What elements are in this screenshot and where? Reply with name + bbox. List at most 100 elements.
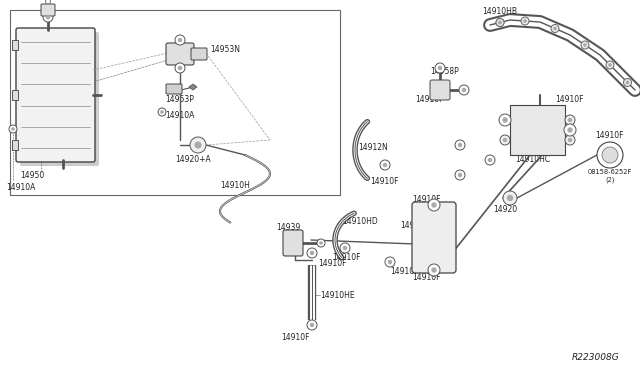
FancyBboxPatch shape: [16, 28, 95, 162]
Text: 14958U: 14958U: [400, 221, 429, 230]
Circle shape: [428, 264, 440, 276]
Text: 14910H: 14910H: [220, 180, 250, 189]
Text: 14912N: 14912N: [358, 144, 388, 153]
Text: 14920+A: 14920+A: [175, 154, 211, 164]
Circle shape: [496, 19, 504, 26]
Circle shape: [343, 246, 348, 250]
Circle shape: [623, 78, 632, 87]
Circle shape: [524, 19, 527, 23]
Circle shape: [388, 260, 392, 264]
Circle shape: [175, 63, 185, 73]
Text: 14910A: 14910A: [6, 183, 35, 192]
Circle shape: [568, 118, 572, 122]
Text: 14910HD: 14910HD: [342, 218, 378, 227]
Text: 08158-6252F: 08158-6252F: [588, 169, 632, 175]
Circle shape: [626, 81, 629, 84]
Text: 14910F: 14910F: [412, 273, 440, 282]
Circle shape: [319, 241, 323, 245]
Text: (2): (2): [605, 177, 615, 183]
Circle shape: [568, 138, 572, 142]
Circle shape: [499, 114, 511, 126]
Circle shape: [496, 19, 504, 26]
Circle shape: [485, 155, 495, 165]
Circle shape: [455, 140, 465, 150]
Bar: [12, 90, 18, 100]
Text: 14910F: 14910F: [332, 253, 360, 263]
Circle shape: [507, 195, 513, 201]
Circle shape: [435, 63, 445, 73]
Text: 14953N: 14953N: [210, 45, 240, 55]
Circle shape: [503, 118, 508, 122]
Circle shape: [380, 160, 390, 170]
FancyBboxPatch shape: [283, 230, 303, 256]
Circle shape: [458, 173, 462, 177]
FancyBboxPatch shape: [41, 4, 55, 16]
Circle shape: [597, 142, 623, 168]
Circle shape: [602, 147, 618, 163]
Text: 14910F: 14910F: [595, 131, 623, 140]
Circle shape: [158, 108, 166, 116]
Text: 14910F: 14910F: [318, 259, 346, 267]
Text: 14910F: 14910F: [281, 333, 309, 341]
FancyBboxPatch shape: [20, 32, 99, 166]
Circle shape: [502, 117, 508, 123]
FancyBboxPatch shape: [191, 48, 207, 60]
Circle shape: [503, 138, 508, 142]
Text: 14910A: 14910A: [165, 110, 195, 119]
Circle shape: [190, 137, 206, 153]
Text: 14950: 14950: [20, 170, 44, 180]
Circle shape: [160, 110, 164, 114]
Bar: [10, 10, 340, 195]
Circle shape: [307, 248, 317, 258]
FancyBboxPatch shape: [166, 84, 182, 94]
Text: 14920: 14920: [493, 205, 517, 215]
Circle shape: [428, 199, 440, 211]
Circle shape: [455, 170, 465, 180]
Circle shape: [195, 141, 202, 148]
Circle shape: [459, 85, 469, 95]
FancyBboxPatch shape: [166, 43, 194, 65]
Bar: [12, 40, 18, 50]
Circle shape: [565, 135, 575, 145]
Circle shape: [500, 135, 510, 145]
Circle shape: [11, 127, 15, 131]
Circle shape: [175, 35, 185, 45]
Text: 14939: 14939: [276, 224, 300, 232]
Circle shape: [488, 158, 492, 162]
Circle shape: [438, 66, 442, 70]
Text: 14953P: 14953P: [165, 96, 194, 105]
Circle shape: [503, 191, 517, 205]
Circle shape: [178, 38, 182, 42]
Text: 14910HB: 14910HB: [483, 7, 518, 16]
Circle shape: [606, 61, 614, 69]
Circle shape: [498, 21, 502, 24]
FancyBboxPatch shape: [412, 202, 456, 273]
Circle shape: [385, 257, 395, 267]
Text: 14958P: 14958P: [430, 67, 459, 77]
Circle shape: [458, 143, 462, 147]
Text: 14910F: 14910F: [555, 96, 584, 105]
Circle shape: [340, 243, 350, 253]
Bar: [12, 140, 18, 150]
Text: 14910F: 14910F: [370, 177, 399, 186]
Text: 14910F: 14910F: [390, 267, 419, 276]
Circle shape: [553, 27, 557, 30]
Circle shape: [310, 251, 314, 255]
Circle shape: [310, 323, 314, 327]
Circle shape: [9, 125, 17, 133]
Circle shape: [564, 124, 576, 136]
Polygon shape: [189, 84, 197, 90]
Text: 14910HC: 14910HC: [515, 155, 550, 164]
FancyBboxPatch shape: [430, 80, 450, 100]
Text: 14910F: 14910F: [415, 96, 444, 105]
Circle shape: [565, 115, 575, 125]
Circle shape: [521, 17, 529, 25]
Circle shape: [583, 43, 587, 47]
Circle shape: [43, 12, 53, 22]
Circle shape: [461, 88, 467, 92]
Text: 14910F: 14910F: [412, 196, 440, 205]
Circle shape: [551, 25, 559, 32]
Bar: [510, 105, 565, 155]
Circle shape: [431, 267, 436, 273]
Circle shape: [431, 202, 436, 208]
